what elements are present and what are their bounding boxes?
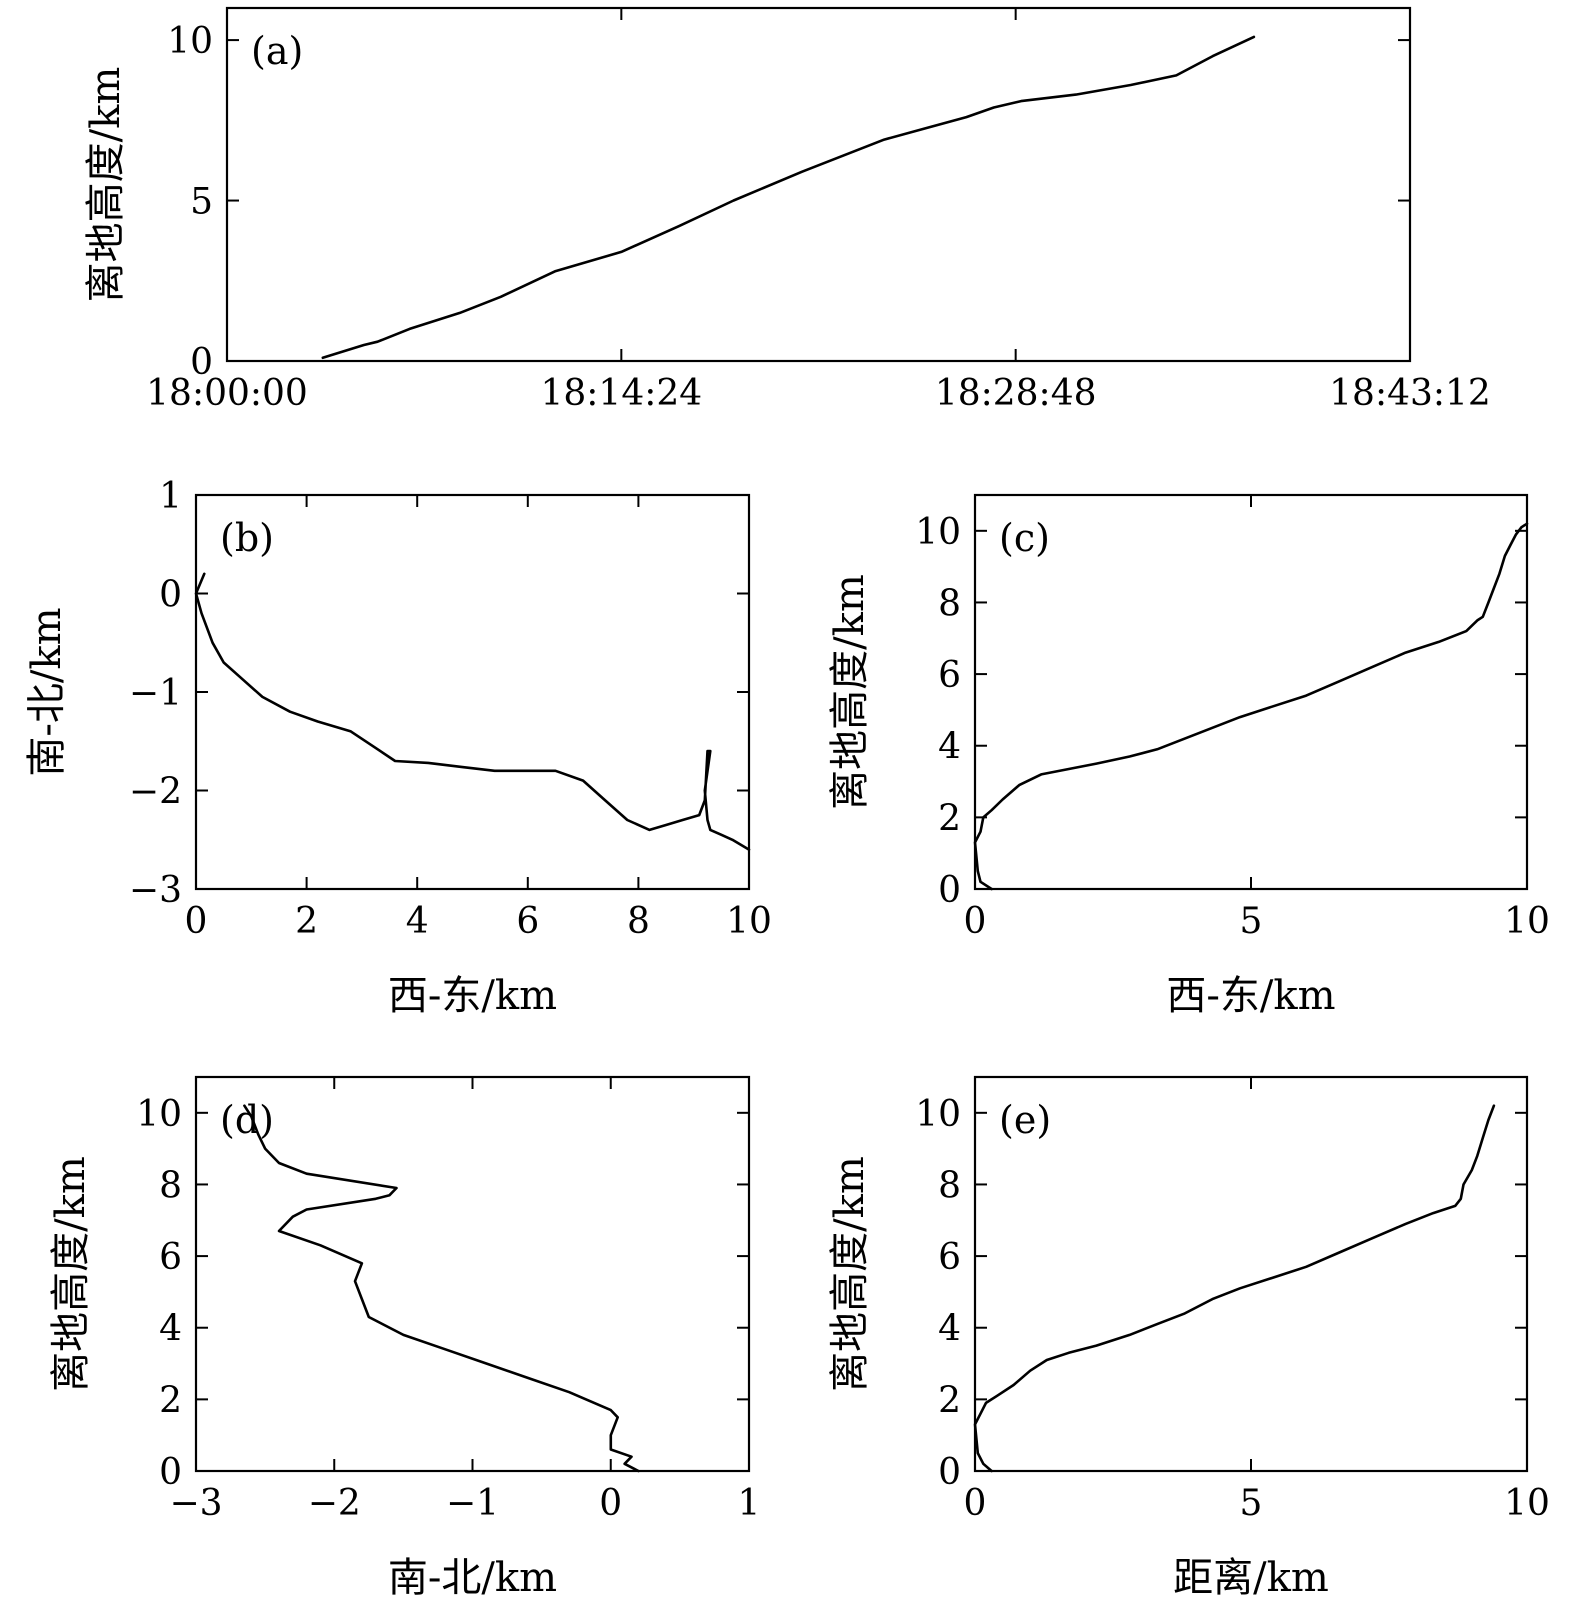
y-tick-label: 5	[190, 182, 213, 223]
y-tick-label: 8	[938, 1165, 961, 1206]
x-tick-label: −1	[446, 1483, 499, 1524]
plot-frame-e	[973, 1075, 1529, 1473]
x-axis-label-e: 距离/km	[1173, 1555, 1329, 1601]
y-tick-label: 0	[938, 870, 961, 911]
y-axis-label-d: 离地高度/km	[48, 1156, 94, 1392]
x-axis-label-c: 西-东/km	[1166, 973, 1335, 1019]
panel-label-c: (c)	[999, 516, 1050, 560]
y-tick-label: −1	[129, 673, 182, 714]
x-tick-label: 0	[185, 901, 208, 942]
y-axis-label-b: 南-北/km	[24, 607, 70, 776]
y-tick-label: 0	[190, 342, 213, 383]
panel-c: 0 5 10 0 2 4 6 8 10 (c) 西-东/km 离地高度/km	[827, 493, 1550, 1019]
x-axis-label-d: 南-北/km	[388, 1555, 557, 1601]
panel-label-b: (b)	[220, 516, 274, 560]
y-tick-label: 2	[159, 1380, 182, 1421]
x-tick-label: 10	[1504, 1483, 1550, 1524]
y-tick-label: 8	[159, 1165, 182, 1206]
x-tick-label: 1	[738, 1483, 761, 1524]
y-tick-label: −3	[129, 870, 182, 911]
x-tick-label: 18:00:00	[146, 373, 308, 414]
y-tick-label: 6	[938, 1237, 961, 1278]
panel-b: 0 2 4 6 8 10 −3 −2 −1 0 1 (b) 西-东/km 南-北/km	[24, 476, 772, 1019]
y-tick-label: 1	[159, 476, 182, 517]
series-line-d	[243, 1104, 640, 1473]
y-tick-label: 4	[938, 727, 961, 768]
y-tick-label: 6	[938, 655, 961, 696]
x-tick-label: 5	[1240, 901, 1263, 942]
y-tick-label: −2	[129, 772, 182, 813]
x-tick-label: 6	[516, 901, 539, 942]
y-tick-label: 0	[159, 1452, 182, 1493]
x-tick-label: 8	[627, 901, 650, 942]
x-tick-label: 0	[964, 1483, 987, 1524]
x-tick-label: 2	[295, 901, 318, 942]
plot-frame-d	[194, 1075, 751, 1473]
y-tick-label: 10	[915, 1094, 961, 1135]
y-tick-label: 8	[938, 583, 961, 624]
panel-label-a: (a)	[251, 29, 303, 73]
y-tick-label: 2	[938, 1380, 961, 1421]
x-tick-label: 0	[964, 901, 987, 942]
x-tick-label: 10	[726, 901, 772, 942]
panel-e: 0 5 10 0 2 4 6 8 10 (e) 距离/km 离地高度/km	[827, 1075, 1550, 1601]
y-axis-label-a: 离地高度/km	[83, 67, 129, 303]
y-axis-label-e: 离地高度/km	[827, 1156, 873, 1392]
y-tick-label: 6	[159, 1237, 182, 1278]
y-tick-label: 10	[915, 512, 961, 553]
y-tick-label: 4	[159, 1309, 182, 1350]
x-tick-label: 18:14:24	[540, 373, 702, 414]
plot-frame-a	[225, 6, 1412, 363]
y-tick-label: 10	[136, 1094, 182, 1135]
y-axis-label-c: 离地高度/km	[827, 574, 873, 810]
y-tick-label: 0	[938, 1452, 961, 1493]
x-tick-label: 4	[406, 901, 429, 942]
x-tick-label: 10	[1504, 901, 1550, 942]
x-tick-label: −2	[308, 1483, 361, 1524]
panel-a: 18:00:00 18:14:24 18:28:48 18:43:12 0 5 10 (a) 离…	[83, 6, 1491, 414]
series-line-a	[321, 35, 1256, 360]
y-tick-label: 2	[938, 798, 961, 839]
x-axis-label-b: 西-东/km	[388, 973, 557, 1019]
x-tick-label: −3	[169, 1483, 222, 1524]
x-tick-label: 18:28:48	[935, 373, 1097, 414]
x-tick-label: 18:43:12	[1329, 373, 1491, 414]
y-tick-label: 10	[167, 21, 213, 62]
plot-frame-b	[194, 493, 751, 891]
series-line-b	[194, 572, 751, 851]
panel-label-e: (e)	[999, 1098, 1051, 1142]
plot-frame-c	[973, 493, 1529, 891]
series-line-c	[973, 522, 1529, 891]
series-line-e	[973, 1104, 1496, 1473]
x-tick-label: 5	[1240, 1483, 1263, 1524]
y-tick-label: 4	[938, 1309, 961, 1350]
y-tick-label: 0	[159, 575, 182, 616]
x-tick-label: 0	[599, 1483, 622, 1524]
panel-label-d: (d)	[220, 1098, 274, 1142]
